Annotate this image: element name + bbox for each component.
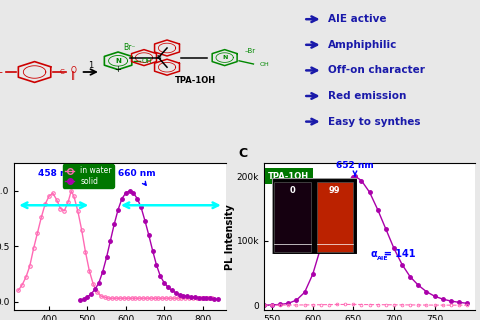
Text: TPA-1OH: TPA-1OH bbox=[268, 172, 309, 180]
Text: C: C bbox=[60, 69, 64, 75]
Text: –Br: –Br bbox=[245, 48, 256, 54]
Text: N: N bbox=[222, 55, 228, 60]
Text: 652 nm: 652 nm bbox=[336, 161, 374, 176]
Text: Red emission: Red emission bbox=[328, 91, 407, 101]
Text: Easy to synthes: Easy to synthes bbox=[328, 116, 421, 127]
Text: α   = 141: α = 141 bbox=[371, 249, 416, 259]
Text: TPA-1OH: TPA-1OH bbox=[175, 76, 216, 85]
Text: C: C bbox=[239, 147, 248, 160]
Text: ‖: ‖ bbox=[72, 71, 75, 80]
Text: –: – bbox=[0, 67, 2, 77]
Text: Amphiphilic: Amphiphilic bbox=[328, 40, 398, 50]
Text: N: N bbox=[156, 55, 161, 60]
Text: 458 nm: 458 nm bbox=[38, 170, 75, 186]
Text: O: O bbox=[71, 66, 76, 75]
Text: Br⁻: Br⁻ bbox=[123, 43, 136, 52]
Text: +: + bbox=[115, 65, 121, 74]
Text: OH: OH bbox=[259, 61, 269, 67]
Text: AIE: AIE bbox=[377, 256, 388, 261]
Text: N: N bbox=[115, 58, 121, 64]
Text: 1: 1 bbox=[88, 61, 93, 70]
Text: AIE active: AIE active bbox=[328, 14, 387, 24]
Text: Off-on character: Off-on character bbox=[328, 65, 425, 76]
Legend: in water, solid: in water, solid bbox=[62, 164, 114, 188]
Text: 660 nm: 660 nm bbox=[119, 170, 156, 185]
Text: OH: OH bbox=[142, 58, 152, 64]
Y-axis label: PL Intensity: PL Intensity bbox=[225, 204, 235, 270]
